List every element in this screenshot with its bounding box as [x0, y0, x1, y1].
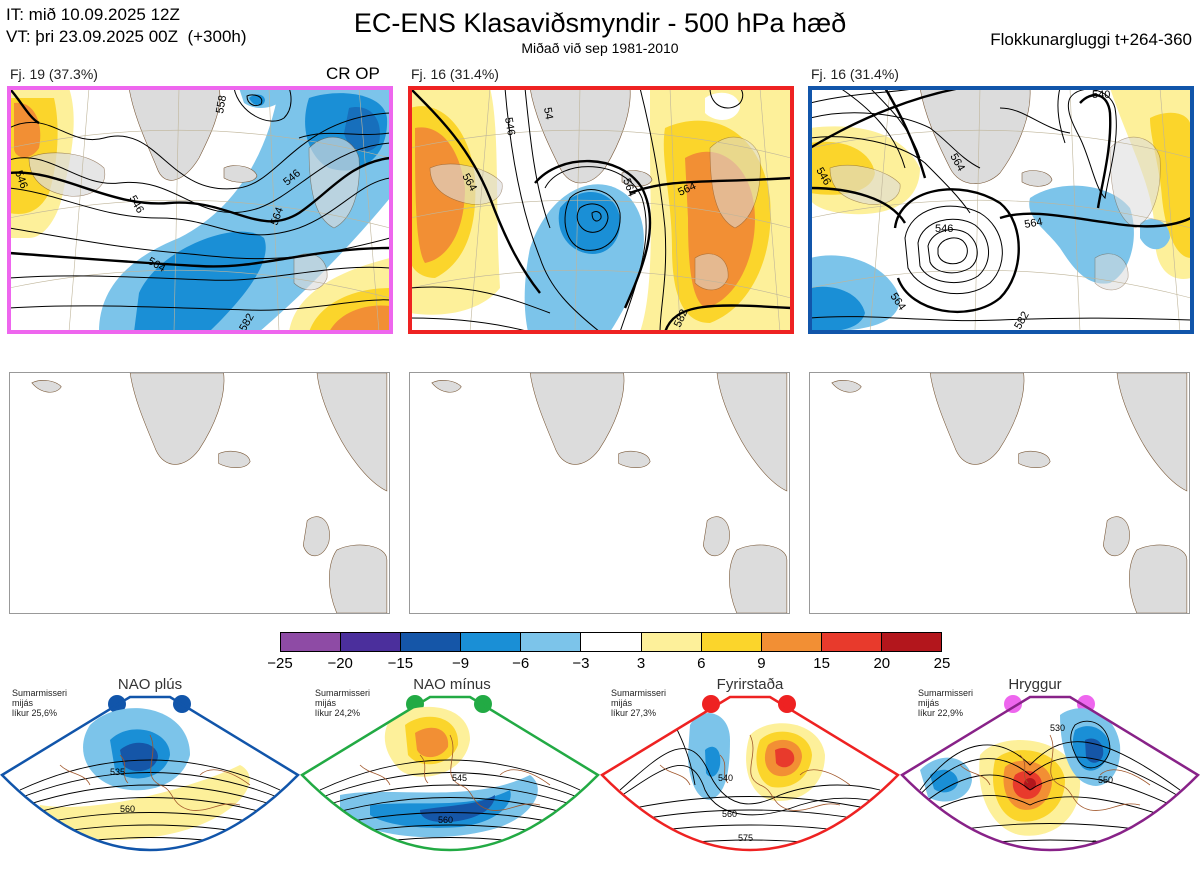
c1-label-2: 546 — [126, 194, 146, 216]
colorbar-tick: −15 — [387, 655, 414, 672]
colorbar-bin-3 — [401, 633, 462, 651]
regime-2-note: Sumarmisseri mijás líkur 24,2% — [315, 688, 371, 718]
empty-map-2 — [409, 372, 790, 614]
regime-map-1: 535 560 — [0, 695, 300, 871]
regime-2-title: NAO mínus — [413, 676, 491, 693]
c2-label-3: 564 — [620, 177, 638, 198]
regime-4-label-1: 530 — [1050, 723, 1065, 733]
colorbar-bin-1 — [281, 633, 342, 651]
cluster-map-2: 546 564 564 564 582 54 — [410, 88, 791, 332]
regime-map-4: 530 550 575 — [900, 695, 1200, 871]
regime-2-label-1: 545 — [452, 773, 467, 783]
regime-3-note: Sumarmisseri mijás líkur 27,3% — [611, 688, 667, 718]
colorbar-tick: −9 — [451, 655, 470, 672]
regime-3-dot-right — [778, 695, 796, 713]
cluster-3-label: Fj. 16 (31.4%) — [811, 66, 899, 82]
colorbar-bin-7 — [641, 633, 702, 651]
c2-label-6: 54 — [541, 106, 555, 120]
colorbar-bin-2 — [341, 633, 402, 651]
colorbar — [280, 632, 942, 652]
page-subtitle: Miðað við sep 1981-2010 — [521, 40, 679, 56]
regime-4-title: Hryggur — [1008, 676, 1062, 693]
colorbar-tick: 15 — [813, 655, 830, 672]
cluster-1-tag: CR OP — [326, 64, 380, 83]
c1-label-4: 564 — [269, 206, 287, 227]
regime-4-label-2: 550 — [1098, 775, 1113, 785]
colorbar-bin-8 — [701, 633, 762, 651]
c3-label-6: 582 — [1012, 310, 1032, 332]
colorbar-tick: 6 — [697, 655, 706, 672]
header-times: IT: mið 10.09.2025 12Z VT: þri 23.09.2025… — [6, 4, 247, 48]
colorbar-bin-9 — [761, 633, 822, 651]
regime-3-dot-left — [702, 695, 720, 713]
colorbar-tick: 3 — [636, 655, 646, 672]
regime-3-label-2: 560 — [722, 809, 737, 819]
regime-3-label-1: 540 — [718, 773, 733, 783]
c3-label-7: 540 — [1092, 89, 1110, 101]
regime-1-title: NAO plús — [117, 676, 183, 693]
empty-map-1 — [9, 372, 390, 614]
colorbar-tick: 25 — [933, 655, 951, 672]
regime-4-dot-left — [1004, 695, 1022, 713]
regime-map-3: 540 560 575 — [600, 695, 900, 871]
c3-label-3: 564 — [1023, 216, 1043, 231]
regime-3-title: Fyrirstaða — [716, 676, 784, 693]
c3-label-5: 546 — [935, 223, 953, 235]
regime-1-label-2: 560 — [120, 804, 135, 814]
colorbar-bin-10 — [821, 633, 882, 651]
init-time: IT: mið 10.09.2025 12Z — [6, 5, 180, 24]
cluster-map-3: 546 564 564 564 546 582 540 — [810, 88, 1191, 332]
colorbar-bin-6 — [581, 633, 642, 651]
colorbar-ticks: −25 −20 −15 −9 −6 −3 3 6 9 15 20 25 — [260, 655, 960, 675]
page-title: EC-ENS Klasaviðsmyndir - 500 hPa hæð — [353, 8, 847, 38]
colorbar-tick: −25 — [267, 655, 293, 672]
colorbar-bin-11 — [881, 633, 942, 651]
regime-1-label-1: 535 — [110, 767, 125, 777]
colorbar-tick: −3 — [572, 655, 590, 672]
colorbar-bin-4 — [461, 633, 522, 651]
c1-label-1: 546 — [12, 169, 30, 190]
colorbar-tick: −6 — [512, 655, 530, 672]
valid-time: VT: þri 23.09.2025 00Z (+300h) — [6, 27, 247, 46]
cluster-2-label: Fj. 16 (31.4%) — [411, 66, 499, 82]
colorbar-tick: 9 — [757, 655, 766, 672]
regime-1-note: Sumarmisseri mijás líkur 25,6% — [12, 688, 68, 718]
colorbar-tick: −20 — [327, 655, 353, 672]
cluster-window: Flokkunargluggi t+264-360 — [990, 30, 1192, 49]
regime-3-label-3: 575 — [738, 833, 753, 843]
empty-map-3 — [809, 372, 1190, 614]
cluster-1-label: Fj. 19 (37.3%) — [10, 66, 98, 82]
colorbar-bin-5 — [521, 633, 582, 651]
regime-map-2: 545 560 575 — [300, 695, 600, 871]
colorbar-tick: 20 — [873, 655, 891, 672]
regime-2-label-2: 560 — [438, 815, 453, 825]
regime-4-note: Sumarmisseri mijás líkur 22,9% — [918, 688, 974, 718]
cluster-map-1: 546 546 564 564 546 582 558 — [9, 88, 390, 332]
c1-label-7: 558 — [214, 94, 229, 114]
c2-label-1: 546 — [502, 116, 517, 136]
